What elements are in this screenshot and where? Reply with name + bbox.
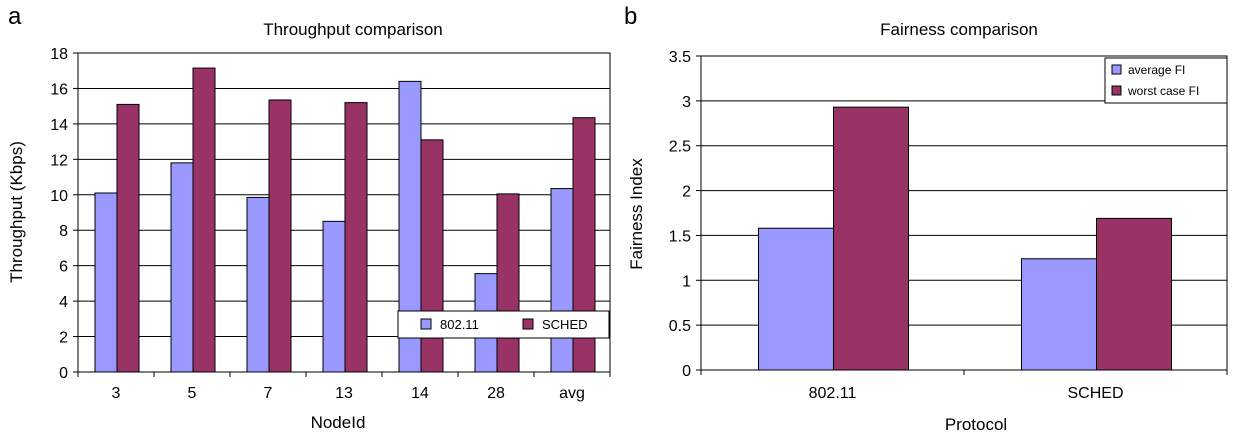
throughput-y-tick-label: 0 (59, 365, 68, 382)
fairness-y-tick-label: 3 (682, 94, 691, 111)
fairness-x-axis-label: Protocol (945, 415, 1007, 434)
fairness-chart: b Fairness comparison Protocol Fairness … (624, 3, 1228, 434)
legend-swatch-sched (522, 318, 534, 330)
fairness-legend: average FI worst case FI (1104, 57, 1228, 104)
throughput-axes (73, 52, 611, 377)
throughput-x-axis-label: NodeId (311, 413, 366, 432)
throughput-x-tick-label-5: 5 (188, 385, 197, 402)
fairness-bar-worst-case-fi-802-11 (833, 106, 909, 371)
legend-swatch-worst-case-fi (1111, 85, 1122, 96)
throughput-bar-sched-3 (116, 103, 140, 373)
legend-label-worst-case-fi: worst case FI (1127, 84, 1199, 98)
throughput-bar-802-11-7 (246, 196, 270, 373)
fairness-axes (696, 55, 1228, 375)
throughput-y-tick-label: 14 (50, 117, 68, 134)
fairness-y-tick-label: 0 (682, 363, 691, 380)
throughput-y-tick-label: 4 (59, 294, 68, 311)
fairness-legend-box (1104, 57, 1228, 104)
throughput-bar-802-11-13 (322, 220, 346, 373)
fairness-y-ticks: 0 0.5 1 1.5 2 2.5 3 3.5 (669, 49, 691, 380)
throughput-y-tick-label: 6 (59, 259, 68, 276)
fairness-y-tick-label: 2 (682, 184, 691, 201)
throughput-legend: 802.11 SCHED (397, 310, 610, 339)
throughput-bars (94, 67, 596, 373)
fairness-bars (758, 106, 1172, 371)
throughput-bar-802-11-5 (170, 162, 194, 373)
throughput-x-tick-label-3: 3 (112, 385, 121, 402)
fairness-y-axis-label: Fairness Index (627, 158, 646, 270)
legend-label-802-11: 802.11 (440, 317, 479, 332)
throughput-bar-802-11-3 (94, 192, 118, 373)
fairness-y-tick-label: 2.5 (669, 139, 691, 156)
fairness-y-tick-label: 1 (682, 273, 691, 290)
throughput-y-tick-label: 16 (50, 81, 68, 98)
throughput-bar-sched-28 (496, 193, 520, 373)
throughput-y-tick-label: 18 (50, 46, 68, 63)
legend-swatch-802-11 (420, 318, 432, 330)
fairness-chart-title: Fairness comparison (880, 20, 1038, 39)
panel-letter-b: b (624, 3, 637, 30)
throughput-x-tick-label-13: 13 (335, 385, 353, 402)
throughput-x-ticks: 3 5 7 13 14 28 avg (112, 385, 585, 402)
legend-label-sched: SCHED (542, 317, 588, 332)
throughput-chart: a Throughput comparison NodeId Throughpu… (7, 3, 611, 432)
fairness-y-tick-label: 0.5 (669, 318, 691, 335)
fairness-bar-worst-case-fi-sched (1096, 217, 1172, 371)
fairness-bar-average-fi-802-11 (758, 227, 834, 371)
throughput-x-tick-label-28: 28 (487, 385, 505, 402)
throughput-bar-802-11-avg (550, 188, 574, 373)
throughput-bar-sched-7 (268, 99, 292, 373)
throughput-y-ticks: 0 2 4 6 8 10 12 14 16 18 (50, 46, 68, 382)
throughput-x-tick-label-7: 7 (264, 385, 273, 402)
fairness-y-tick-label: 3.5 (669, 49, 691, 66)
legend-swatch-average-fi (1111, 64, 1122, 75)
fairness-x-tick-label-802-11: 802.11 (809, 385, 857, 402)
throughput-y-tick-label: 2 (59, 330, 68, 347)
throughput-y-tick-label: 8 (59, 223, 68, 240)
throughput-x-tick-label-avg: avg (559, 385, 585, 402)
panel-letter-a: a (8, 3, 22, 30)
throughput-y-axis-label: Throughput (Kbps) (7, 141, 26, 283)
throughput-chart-title: Throughput comparison (263, 20, 443, 39)
throughput-x-tick-label-14: 14 (411, 385, 429, 402)
legend-label-average-fi: average FI (1128, 63, 1185, 77)
throughput-legend-box (397, 310, 610, 339)
throughput-y-tick-label: 12 (50, 152, 68, 169)
fairness-x-tick-label-sched: SCHED (1067, 385, 1123, 402)
throughput-bar-sched-13 (344, 102, 368, 373)
fairness-x-ticks: 802.11 SCHED (809, 385, 1124, 402)
fairness-bar-average-fi-sched (1021, 258, 1097, 371)
throughput-y-tick-label: 10 (50, 188, 68, 205)
throughput-bar-sched-5 (192, 67, 216, 373)
throughput-plot-border (77, 52, 611, 373)
fairness-y-tick-label: 1.5 (669, 228, 691, 245)
